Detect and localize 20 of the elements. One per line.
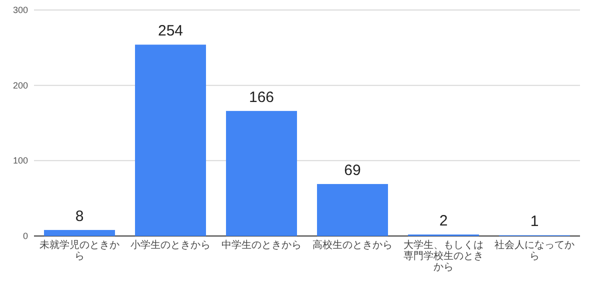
bar bbox=[44, 230, 115, 236]
y-tick-label: 0 bbox=[22, 231, 28, 241]
x-tick-label: 高校生のときから bbox=[312, 239, 392, 251]
data-label: 2 bbox=[439, 212, 448, 230]
data-label: 69 bbox=[344, 162, 361, 180]
x-tick-label: 大学生、もしくは専門学校生のときから bbox=[404, 239, 484, 273]
data-label: 166 bbox=[248, 88, 274, 106]
y-tick-label: 300 bbox=[12, 5, 28, 15]
bar bbox=[226, 110, 297, 236]
x-tick-label: 未就学児のときから bbox=[40, 239, 120, 262]
bar bbox=[317, 184, 388, 236]
x-tick-label: 小学生のときから bbox=[130, 239, 210, 251]
data-label: 1 bbox=[530, 213, 539, 230]
data-label: 8 bbox=[75, 208, 84, 225]
data-label: 254 bbox=[158, 22, 184, 40]
y-tick-label: 100 bbox=[12, 156, 28, 166]
x-tick-label: 中学生のときから bbox=[222, 239, 302, 251]
bar bbox=[135, 44, 206, 236]
x-tick-label: 社会人になってから bbox=[494, 239, 574, 262]
y-tick-label: 200 bbox=[12, 80, 28, 90]
